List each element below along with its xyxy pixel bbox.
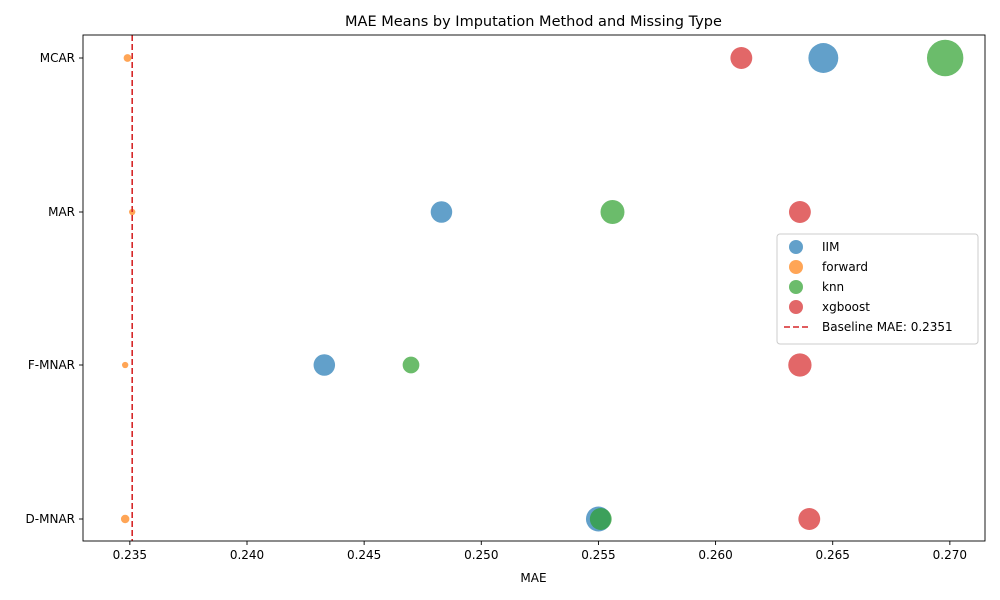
legend-label-forward: forward xyxy=(822,260,868,274)
plot-area xyxy=(82,34,986,542)
legend-marker-xgboost xyxy=(789,300,803,314)
legend-marker-knn xyxy=(789,280,803,294)
axis-ticks: 0.235 0.240 0.245 0.250 0.255 0.260 0.265 0.270… xyxy=(26,51,967,562)
x-tick-label: 0.235 xyxy=(113,548,147,562)
legend-label-iim: IIM xyxy=(822,240,839,254)
point-knn-d-mnar xyxy=(589,508,612,530)
legend-label-knn: knn xyxy=(822,280,844,294)
point-xgboost-f-mnar xyxy=(788,353,812,377)
y-tick-label: F-MNAR xyxy=(28,358,75,372)
x-tick-label: 0.250 xyxy=(464,548,498,562)
point-forward-d-mnar xyxy=(120,514,130,524)
x-axis-label: MAE xyxy=(520,571,546,585)
point-iim-mcar xyxy=(808,43,839,73)
point-forward-f-mnar xyxy=(122,361,129,369)
point-xgboost-d-mnar xyxy=(798,508,821,530)
point-knn-f-mnar xyxy=(402,356,420,374)
point-xgboost-mcar xyxy=(730,47,753,69)
point-xgboost-mar xyxy=(788,201,811,223)
legend: IIM forward knn xgboost Baseline MAE: 0.2351 xyxy=(776,233,979,345)
legend-marker-iim xyxy=(789,240,803,254)
x-tick-label: 0.255 xyxy=(581,548,615,562)
x-tick-label: 0.265 xyxy=(816,548,850,562)
legend-label-xgboost: xgboost xyxy=(822,300,870,314)
chart-title: MAE Means by Imputation Method and Missi… xyxy=(345,14,722,30)
legend-label-baseline: Baseline MAE: 0.2351 xyxy=(822,320,953,334)
legend-marker-forward xyxy=(789,260,803,274)
point-knn-mcar xyxy=(926,39,964,77)
point-iim-mar xyxy=(430,201,453,223)
axes-frame xyxy=(82,34,986,542)
y-tick-label: MCAR xyxy=(40,51,75,65)
x-tick-label: 0.245 xyxy=(347,548,381,562)
legend-box xyxy=(776,233,979,345)
y-tick-label: MAR xyxy=(48,205,75,219)
point-knn-mar xyxy=(600,200,625,224)
x-tick-label: 0.270 xyxy=(933,548,967,562)
y-tick-label: D-MNAR xyxy=(26,512,75,526)
x-tick-label: 0.240 xyxy=(230,548,264,562)
x-tick-label: 0.260 xyxy=(698,548,732,562)
point-forward-mcar xyxy=(123,54,132,62)
point-iim-f-mnar xyxy=(313,354,336,376)
